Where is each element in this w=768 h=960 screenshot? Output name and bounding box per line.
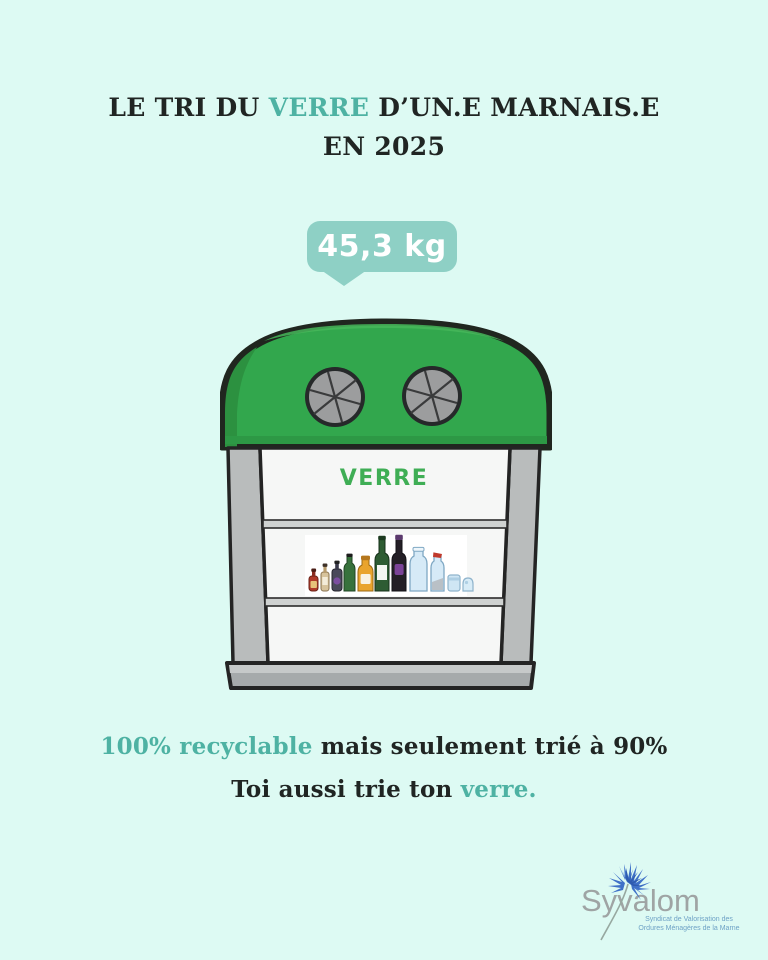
sauce-bottle-icon (308, 568, 319, 592)
capped-bottle-icon (430, 552, 445, 592)
title-suffix: D’UN.E MARNAIS.E (369, 93, 660, 122)
cornflower-icon (600, 862, 651, 941)
weight-value: 45,3 kg (317, 229, 447, 264)
logo-tagline: Syndicat de Valorisation des Ordures Mén… (619, 916, 759, 933)
title-highlight: VERRE (268, 93, 370, 122)
weight-badge: 45,3 kg (307, 221, 457, 286)
green-wine-bottle-icon (374, 535, 390, 592)
footer-stat-rest: mais seulement trié à 90% (312, 733, 668, 760)
title-prefix: LE TRI DU (108, 93, 269, 122)
milk-bottle-icon (409, 546, 428, 592)
small-amber-bottle-icon (320, 563, 330, 592)
footer-cta-prefix: Toi aussi trie ton (231, 776, 461, 803)
dark-wine-bottle-icon (391, 534, 407, 592)
syrup-bottle-icon (357, 555, 374, 592)
footer-stat-highlight: 100% recyclable (100, 733, 313, 760)
insert-hole-left-icon (305, 367, 365, 427)
glass-container-illustration: VERRE (220, 318, 552, 690)
base-highlight (229, 665, 532, 673)
logo-tagline-line1: Syndicat de Valorisation des (645, 916, 733, 923)
title-line-1: LE TRI DU VERRE D’UN.E MARNAIS.E (0, 88, 768, 127)
container-lid (220, 318, 552, 451)
panel-divider (264, 597, 505, 607)
footer-stat-line: 100% recyclable mais seulement trié à 90… (0, 733, 768, 760)
title-line-2: EN 2025 (322, 132, 446, 161)
glass-jar-icon (447, 574, 461, 592)
container-label: VERRE (340, 466, 428, 491)
panel-divider (262, 519, 508, 529)
badge-pointer (321, 270, 367, 286)
beer-bottle-icon (343, 553, 356, 592)
bottles-illustration (305, 534, 474, 596)
small-jar-icon (462, 577, 474, 592)
footer-cta-line: Toi aussi trie ton verre. (0, 776, 768, 803)
logo-tagline-line2: Ordures Ménagères de la Marne (638, 924, 740, 932)
syvalom-logo: Syvalom Syndicat de Valorisation des Ord… (575, 860, 765, 952)
insert-hole-right-icon (402, 366, 462, 426)
footer-cta-highlight: verre. (460, 776, 537, 803)
stubby-bottle-icon (331, 560, 343, 592)
page-title: LE TRI DU VERRE D’UN.E MARNAIS.E EN 2025 (0, 88, 768, 166)
